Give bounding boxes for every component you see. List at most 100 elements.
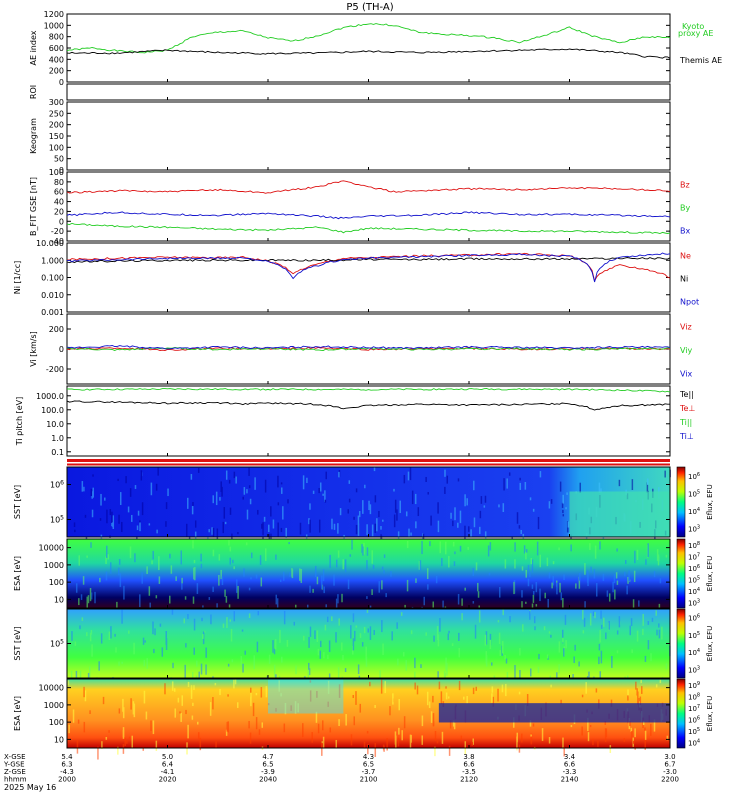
texture-stroke — [570, 544, 572, 552]
texture-stroke — [297, 703, 299, 713]
texture-stroke — [566, 492, 568, 495]
texture-stroke — [615, 572, 618, 579]
texture-stroke — [472, 738, 474, 745]
texture-stroke — [491, 693, 493, 703]
texture-stroke — [644, 655, 647, 662]
texture-stroke — [281, 487, 283, 494]
x-axis-value: 3.8 — [463, 753, 474, 761]
texture-stroke — [644, 737, 646, 750]
y-tick-label: 106 — [50, 480, 64, 490]
temperature-legend-2: Ti⊥ — [679, 432, 694, 441]
texture-stroke — [233, 679, 235, 689]
texture-stroke — [501, 684, 504, 693]
panel-density: 0.001 0.010 0.100 1.000 10.000 Ni [1/cc] Ne Ni N… — [13, 239, 699, 317]
texture-stroke — [627, 576, 629, 584]
texture-stroke — [333, 574, 335, 586]
texture-stroke — [405, 511, 408, 517]
colorbar-tick-label: 109 — [688, 681, 700, 690]
texture-stroke — [499, 649, 501, 656]
bfield-legend-by: By — [680, 204, 690, 213]
texture-stroke — [551, 582, 553, 589]
texture-stroke — [154, 628, 156, 636]
temperature-series-green — [66, 388, 671, 393]
texture-stroke — [647, 640, 650, 650]
texture-stroke — [153, 648, 155, 654]
texture-stroke — [139, 520, 141, 524]
texture-stroke — [403, 716, 406, 729]
texture-stroke — [448, 745, 451, 756]
texture-stroke — [125, 476, 127, 484]
texture-stroke — [584, 563, 586, 575]
texture-stroke — [344, 559, 347, 573]
texture-stroke — [105, 737, 108, 740]
texture-stroke — [454, 551, 456, 555]
texture-stroke — [488, 572, 491, 576]
bfield-series-bz — [66, 180, 671, 194]
texture-stroke — [89, 632, 92, 642]
texture-stroke — [211, 527, 213, 535]
texture-stroke — [104, 497, 106, 501]
texture-stroke — [564, 614, 567, 625]
ae-ylabel: AE index — [29, 30, 38, 65]
texture-stroke — [309, 680, 312, 683]
texture-stroke — [559, 582, 561, 593]
texture-stroke — [193, 567, 195, 580]
texture-stroke — [267, 703, 270, 706]
texture-stroke — [376, 518, 378, 532]
texture-stroke — [396, 622, 398, 629]
texture-stroke — [420, 664, 422, 669]
texture-stroke — [627, 695, 629, 701]
texture-stroke — [146, 566, 148, 574]
bfield-ylabel: B_FIT GSE [nT] — [29, 177, 38, 236]
texture-stroke — [429, 541, 431, 547]
texture-stroke — [532, 723, 535, 727]
texture-stroke — [644, 727, 646, 731]
texture-stroke — [594, 612, 596, 619]
texture-stroke — [492, 696, 495, 707]
texture-stroke — [272, 640, 274, 653]
texture-stroke — [323, 586, 325, 594]
texture-stroke — [275, 594, 278, 605]
texture-stroke — [463, 696, 465, 700]
texture-stroke — [155, 595, 158, 599]
x-axis-value: 2120 — [460, 776, 478, 784]
texture-stroke — [616, 548, 618, 552]
y-tick-label: 600 — [49, 44, 64, 53]
texture-stroke — [131, 735, 133, 748]
texture-stroke — [77, 719, 80, 724]
texture-stroke — [562, 509, 564, 514]
texture-stroke — [316, 690, 318, 698]
texture-stroke — [385, 593, 387, 598]
texture-stroke — [335, 598, 338, 611]
texture-stroke — [215, 491, 218, 506]
texture-stroke — [175, 576, 177, 581]
x-axis-value: 4.3 — [363, 753, 374, 761]
texture-stroke — [467, 546, 469, 550]
temperature-series-te- — [66, 400, 670, 411]
esa-ion-ylabel: ESA [eV] — [13, 556, 22, 591]
texture-stroke — [562, 737, 564, 749]
texture-stroke — [626, 585, 628, 595]
texture-stroke — [150, 720, 152, 732]
texture-stroke — [585, 682, 587, 694]
texture-stroke — [636, 630, 639, 642]
x-axis-value: -4.3 — [60, 768, 74, 776]
texture-stroke — [653, 719, 656, 732]
texture-stroke — [321, 575, 323, 589]
texture-stroke — [286, 640, 289, 647]
texture-stroke — [117, 478, 119, 482]
texture-stroke — [309, 519, 311, 533]
texture-stroke — [280, 527, 283, 533]
texture-stroke — [156, 529, 158, 534]
texture-stroke — [522, 624, 524, 632]
texture-stroke — [158, 556, 160, 571]
texture-stroke — [457, 593, 460, 605]
texture-stroke — [464, 587, 466, 591]
texture-stroke — [130, 698, 132, 710]
texture-stroke — [579, 482, 581, 493]
x-axis-value: 5.4 — [61, 753, 73, 761]
texture-stroke — [76, 740, 79, 754]
texture-stroke — [658, 623, 660, 628]
texture-stroke — [146, 658, 148, 669]
texture-stroke — [314, 630, 316, 640]
